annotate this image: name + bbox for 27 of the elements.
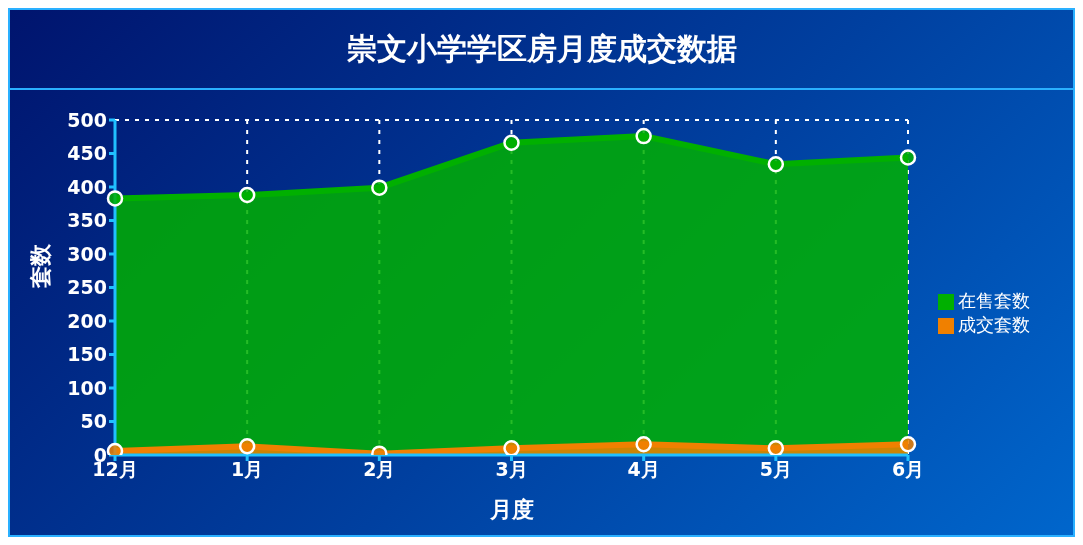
x-tick-label: 2月 [363,458,396,481]
y-tick-label: 500 [67,108,107,131]
x-tick-label: 4月 [627,458,660,481]
y-tick-label: 100 [67,376,107,399]
x-tick-label: 5月 [759,458,792,481]
y-tick-label: 150 [67,343,107,366]
point [635,436,652,453]
y-tick-label: 350 [67,209,107,232]
x-tick-label: 1月 [231,458,264,481]
x-axis-title: 月度 [488,497,534,522]
point [238,438,256,455]
x-tick-label: 6月 [891,458,925,481]
y-tick-label: 400 [67,175,107,198]
y-tick-label: 250 [67,276,107,299]
y-tick-label: 450 [67,142,107,165]
legend-label: 在售套数 [958,289,1030,311]
y-tick-label: 50 [80,410,107,433]
point [106,442,124,455]
point [503,440,520,455]
y-axis-title: 套数 [27,242,53,289]
point [899,436,917,453]
x-tick-label: 3月 [495,458,528,481]
legend-label: 成交套数 [958,313,1030,335]
point [767,440,785,455]
y-tick-label: 200 [67,309,107,332]
chart-title: 崇文小学学区房月度成交数据 [346,29,737,68]
y-tick-label: 300 [67,242,107,265]
